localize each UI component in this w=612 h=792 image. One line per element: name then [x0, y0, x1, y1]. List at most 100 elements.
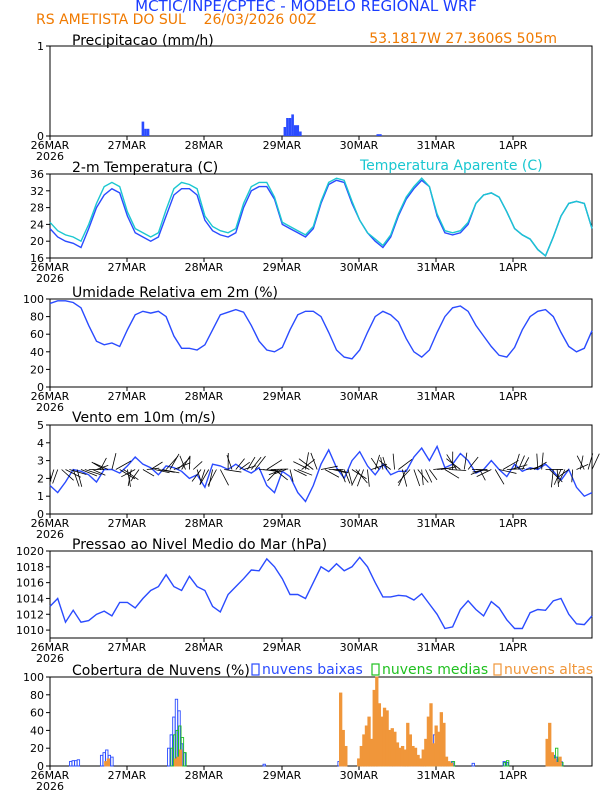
wind-arrow [463, 452, 468, 470]
cloud-bar-high [367, 716, 371, 767]
x-tick-label: 29MAR [263, 390, 302, 403]
wind-arrow [93, 462, 109, 470]
wind-arrow [115, 460, 132, 470]
x-tick-label: 28MAR [185, 769, 224, 782]
wind-arrow [121, 469, 136, 478]
y-tick-label: 2 [37, 472, 44, 485]
header-title: MCTIC/INPE/CPTEC - MODELO REGIONAL WRF [135, 0, 477, 15]
wind-arrow [158, 469, 175, 473]
wind-arrow [541, 452, 544, 470]
wind-arrow [536, 453, 539, 470]
x-tick-label: 27MAR [108, 769, 147, 782]
cloud-bar-high [400, 745, 405, 767]
x-tick-label: 29MAR [263, 139, 302, 152]
y-tick-label: 0 [37, 381, 44, 394]
x-tick-label: 29MAR [263, 261, 302, 274]
wind-arrow [587, 453, 594, 470]
wind-arrow [289, 469, 294, 482]
x-tick-label: 27MAR [108, 517, 147, 530]
panel-title: Pressao ao Nivel Medio do Mar (hPa) [72, 537, 327, 553]
cloud-bar-high [359, 745, 363, 767]
wind-arrow [142, 469, 155, 477]
cloud-bar-high [434, 725, 438, 767]
wind-arrow [196, 469, 202, 483]
plot-frame [49, 676, 593, 767]
wind-arrow [521, 457, 530, 470]
wind-arrow [347, 469, 353, 486]
year-label: 2026 [36, 652, 64, 665]
wind-arrow [251, 456, 262, 470]
wind-arrow [123, 469, 139, 480]
panels: Precipitacao (mm/h) 0 1 26MAR 27MAR 28MAR 29MA… [16, 33, 600, 792]
cloud-bar-high [339, 692, 343, 767]
wind-arrow [226, 454, 233, 470]
wind-arrow [219, 469, 229, 486]
wind-arrow [96, 465, 109, 470]
wind-arrow [367, 469, 370, 487]
wind-arrow [355, 469, 368, 484]
x-tick-label: 27MAR [108, 139, 147, 152]
series-line-0 [49, 556, 593, 630]
x-tick-label: 26MAR [31, 261, 70, 274]
cloud-bar-mid [183, 752, 187, 767]
wind-arrow [576, 455, 585, 470]
panel-pressure: Pressao ao Nivel Medio do Mar (hPa) 1010 1… [16, 537, 593, 665]
cloud-bar-high [555, 761, 560, 767]
cloud-bar-high [447, 761, 451, 767]
wind-arrow [425, 469, 433, 483]
plot-frame [49, 45, 593, 137]
x-tick-label: 30MAR [340, 390, 379, 403]
wind-arrow [65, 469, 81, 478]
precip-bar [146, 128, 150, 136]
year-label: 2026 [36, 272, 64, 285]
wind-arrow [351, 469, 367, 480]
wind-arrow [339, 469, 346, 483]
wind-arrow [154, 469, 170, 474]
series-line-0 [49, 300, 593, 360]
precip-bar [296, 125, 300, 136]
x-tick-label: 31MAR [417, 261, 456, 274]
cloud-bar-high [406, 722, 410, 767]
series-line-0 [49, 179, 593, 258]
y-tick-label: 1010 [16, 624, 44, 637]
cloud-bar-high [178, 749, 183, 767]
wind-arrow [380, 457, 384, 470]
x-tick-label: 28MAR [185, 139, 224, 152]
x-tick-label: 1APR [499, 261, 528, 274]
cloud-bar-high [382, 707, 387, 767]
x-tick-label: 1APR [499, 517, 528, 530]
cloud-bar-high [377, 703, 382, 767]
wind-arrow [298, 458, 314, 470]
wind-arrow [378, 460, 391, 470]
cloud-bar-high [424, 738, 428, 767]
x-tick-label: 30MAR [340, 517, 379, 530]
precip-bar [376, 134, 380, 136]
wind-arrow [498, 469, 517, 474]
wind-arrow [268, 469, 283, 476]
panel-title: Vento em 10m (m/s) [72, 410, 216, 426]
wind-arrow [239, 461, 250, 470]
wind-arrow [514, 453, 520, 470]
wind-arrow [476, 469, 492, 478]
x-tick-label: 26MAR [31, 390, 70, 403]
wind-arrow [467, 456, 479, 470]
wind-arrow [413, 469, 421, 487]
cloud-bar-high [439, 712, 443, 767]
wind-arrow [529, 465, 543, 470]
x-tick-label: 31MAR [417, 139, 456, 152]
y-tick-label: 5 [37, 419, 44, 432]
x-tick-label: 1APR [499, 390, 528, 403]
cloud-bar-high [380, 716, 384, 767]
wind-arrow [320, 465, 338, 470]
y-tick-label: 16 [30, 252, 44, 265]
wind-arrow [92, 469, 106, 476]
y-tick-label: 80 [30, 311, 44, 324]
cloud-bar-high [344, 745, 348, 767]
cloud-bar-high [403, 749, 407, 767]
x-tick-label: 28MAR [185, 261, 224, 274]
wind-arrow [119, 469, 136, 480]
panel-clouds: Cobertura de Nuvens (%) 0 20 40 60 80 100 26MAR… [23, 662, 593, 792]
wind-arrow [52, 469, 59, 484]
wind-arrow [235, 458, 245, 470]
x-tick-label: 1APR [499, 769, 528, 782]
